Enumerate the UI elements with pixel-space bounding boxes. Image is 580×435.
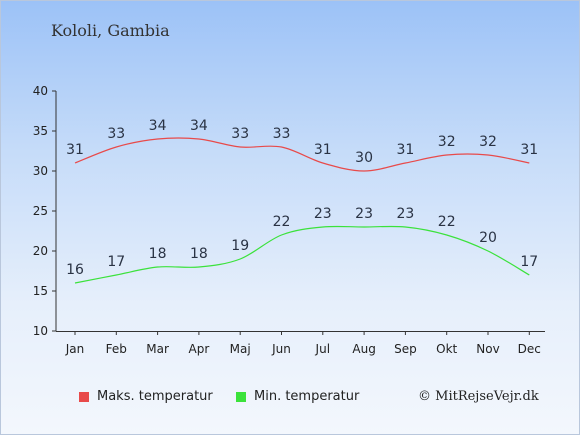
y-tick-label: 20 bbox=[33, 244, 48, 258]
y-tick-label: 30 bbox=[33, 164, 48, 178]
data-label-min: 16 bbox=[66, 262, 84, 278]
legend-min-label: Min. temperatur bbox=[254, 389, 360, 404]
location-title: Kololi, Gambia bbox=[51, 21, 170, 40]
data-label-max: 33 bbox=[231, 126, 249, 142]
legend-max-label: Maks. temperatur bbox=[97, 389, 213, 404]
x-tick-label: Jun bbox=[271, 342, 291, 356]
x-tick-label: Apr bbox=[189, 342, 210, 356]
credit-text: © MitRejseVejr.dk bbox=[418, 389, 539, 404]
data-label-min: 22 bbox=[438, 214, 456, 230]
legend-max-swatch bbox=[79, 391, 89, 402]
data-label-min: 22 bbox=[273, 214, 291, 230]
data-label-min: 23 bbox=[355, 206, 373, 222]
data-label-min: 23 bbox=[314, 206, 332, 222]
data-label-min: 20 bbox=[479, 230, 497, 246]
data-label-max: 30 bbox=[355, 150, 373, 166]
series-line-max bbox=[74, 137, 530, 172]
data-label-max: 33 bbox=[273, 126, 291, 142]
data-label-min: 18 bbox=[149, 246, 167, 262]
data-label-max: 33 bbox=[107, 126, 125, 142]
series-line-min bbox=[74, 225, 530, 284]
legend-min-swatch bbox=[236, 391, 246, 402]
data-label-min: 23 bbox=[396, 206, 414, 222]
data-label-max: 31 bbox=[520, 142, 538, 158]
x-tick-label: Dec bbox=[518, 342, 541, 356]
x-tick-label: Nov bbox=[476, 342, 499, 356]
x-tick-label: Aug bbox=[352, 342, 375, 356]
y-tick-label: 35 bbox=[33, 124, 48, 138]
data-label-max: 31 bbox=[396, 142, 414, 158]
legend-min: Min. temperatur bbox=[236, 389, 359, 404]
x-tick-label: Jul bbox=[315, 342, 330, 356]
data-label-min: 19 bbox=[231, 238, 249, 254]
x-tick-label: Feb bbox=[106, 342, 127, 356]
legend-max: Maks. temperatur bbox=[79, 389, 213, 404]
data-label-max: 31 bbox=[66, 142, 84, 158]
data-label-max: 32 bbox=[479, 134, 497, 150]
x-tick-label: Jan bbox=[65, 342, 85, 356]
data-label-max: 34 bbox=[149, 118, 167, 134]
y-tick-label: 25 bbox=[33, 204, 48, 218]
data-label-min: 18 bbox=[190, 246, 208, 262]
y-tick-label: 15 bbox=[33, 284, 48, 298]
x-tick-label: Okt bbox=[436, 342, 457, 356]
x-tick-label: Maj bbox=[230, 342, 251, 356]
data-label-max: 34 bbox=[190, 118, 208, 134]
x-tick-label: Sep bbox=[394, 342, 417, 356]
data-label-max: 31 bbox=[314, 142, 332, 158]
data-label-min: 17 bbox=[520, 254, 538, 270]
data-label-max: 32 bbox=[438, 134, 456, 150]
y-tick-label: 10 bbox=[33, 324, 48, 338]
data-label-min: 17 bbox=[107, 254, 125, 270]
y-tick-label: 40 bbox=[33, 84, 48, 98]
x-tick-label: Mar bbox=[146, 342, 169, 356]
